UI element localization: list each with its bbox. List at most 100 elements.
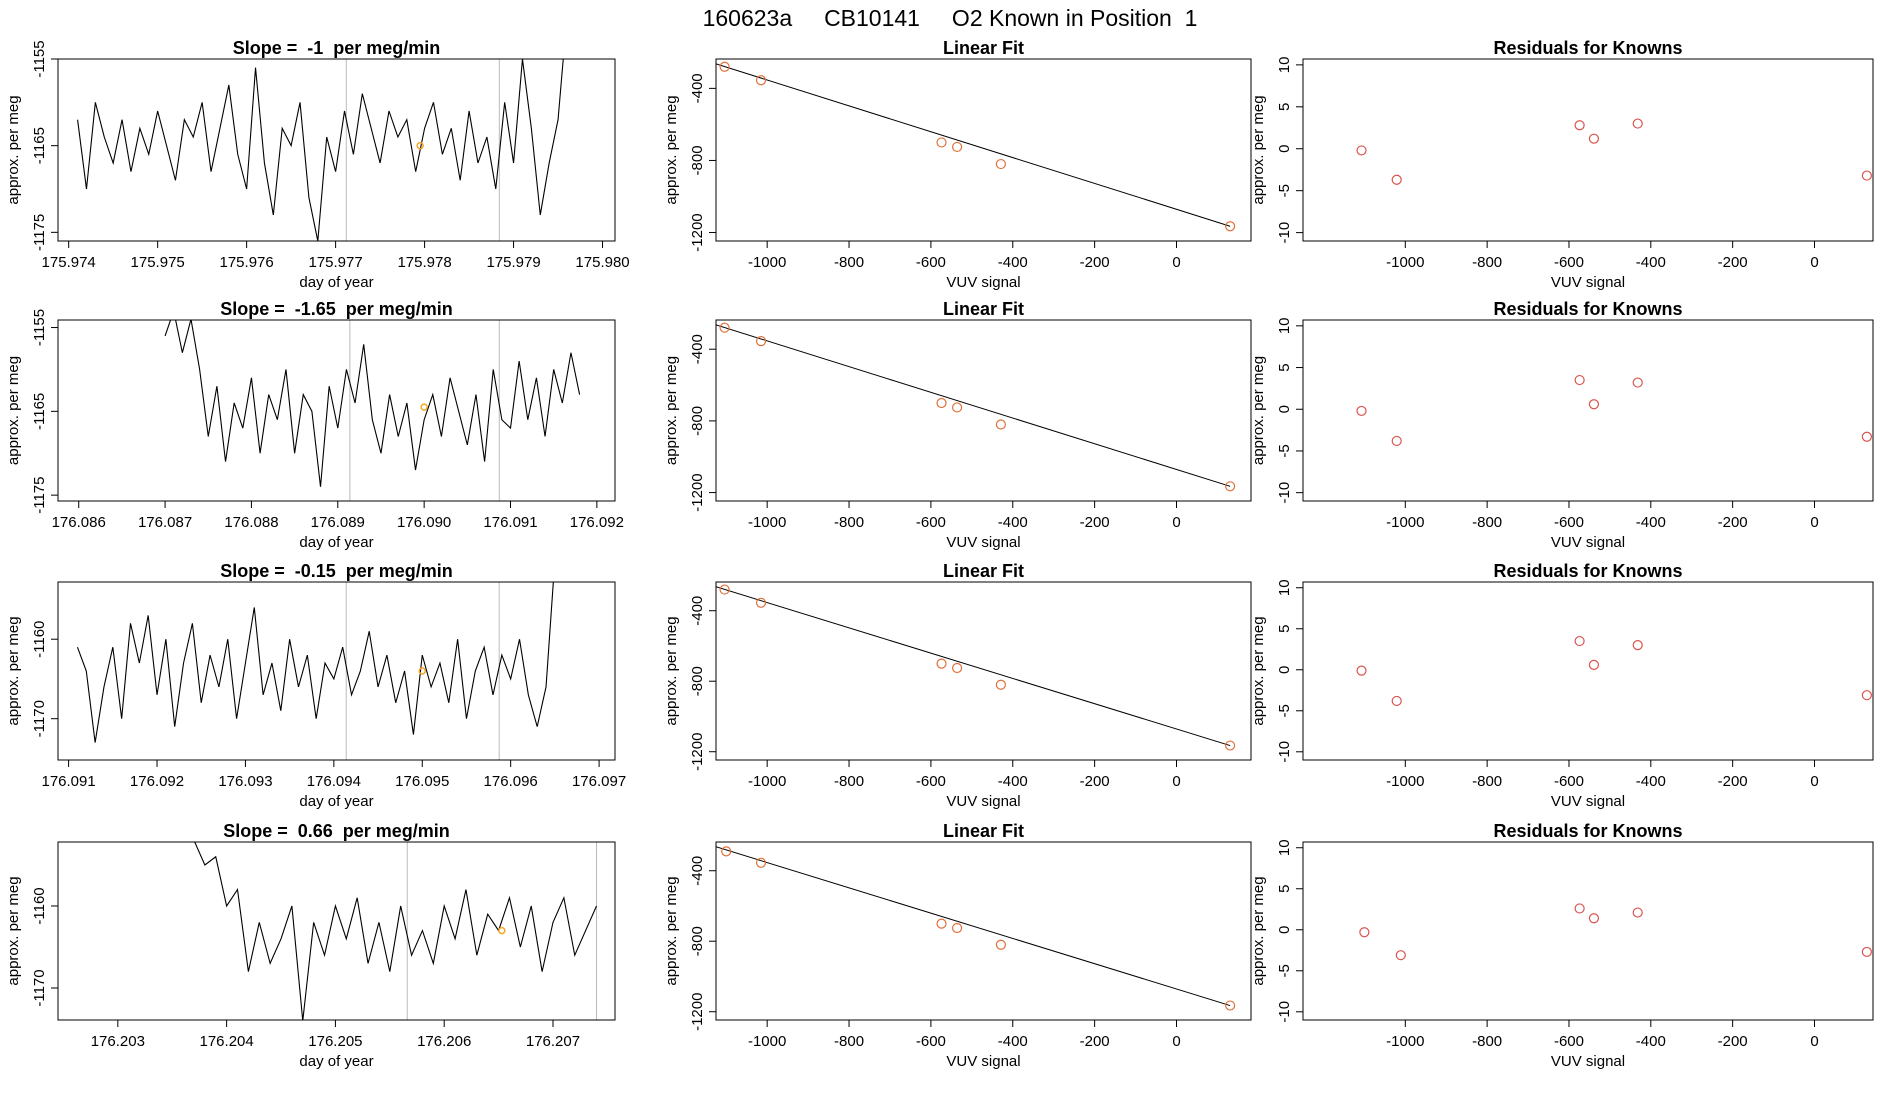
panel-title: Residuals for Knowns (1493, 299, 1682, 319)
x-tick-label: -200 (1080, 514, 1110, 531)
point (1225, 740, 1236, 751)
point (719, 61, 730, 72)
plot-frame (1302, 58, 1874, 242)
y-tick-label: -5 (1276, 704, 1293, 717)
point (936, 918, 947, 929)
plot-frame (1302, 841, 1874, 1021)
plot-frame (715, 58, 1252, 242)
point (1588, 133, 1600, 144)
x-tick-label: -400 (998, 1033, 1028, 1050)
panel-title: Linear Fit (943, 561, 1024, 581)
x-tick-label: -200 (1718, 514, 1748, 531)
y-tick-label: -1200 (689, 993, 706, 1031)
plot-area (77, 59, 564, 241)
x-tick-label: 176.087 (138, 514, 192, 531)
x-axis-label: VUV signal (946, 1053, 1020, 1070)
point (936, 397, 947, 409)
point (936, 658, 947, 669)
y-axis-label: approx. per meg (1250, 356, 1267, 465)
y-tick-label: -1155 (31, 40, 48, 77)
highlight-point (420, 403, 428, 411)
plot-frame (57, 58, 616, 242)
x-tick-label: -800 (1472, 254, 1502, 271)
point (755, 75, 767, 86)
x-tick-label: -400 (998, 254, 1028, 271)
y-tick-label: -800 (689, 406, 706, 436)
y-tick-label: -5 (1276, 444, 1293, 457)
point (995, 679, 1006, 690)
x-axis-label: day of year (299, 534, 373, 551)
x-tick-label: -1000 (1386, 514, 1424, 531)
point (1574, 903, 1585, 914)
point (995, 419, 1006, 430)
plot-frame (57, 841, 616, 1021)
y-tick-label: 0 (1276, 666, 1293, 674)
x-tick-label: -400 (998, 514, 1028, 531)
y-axis-label: approx. per meg (5, 616, 22, 725)
x-tick-label: -400 (1636, 514, 1666, 531)
x-tick-label: 0 (1172, 514, 1180, 531)
panel-title: Slope = -0.15 per meg/min (220, 561, 453, 581)
x-tick-label: -1000 (748, 514, 786, 531)
x-tick-label: -200 (1718, 254, 1748, 271)
x-tick-label: -400 (1636, 254, 1666, 271)
y-tick-label: -400 (689, 856, 706, 886)
x-tick-label: -600 (1554, 254, 1584, 271)
point (1356, 145, 1367, 156)
panel: Slope = -1.65 per meg/min 176.086 176.087 1… (5, 299, 624, 551)
x-tick-label: 0 (1172, 1033, 1180, 1050)
y-tick-label: -800 (689, 666, 706, 696)
y-tick-label: -800 (689, 145, 706, 175)
x-axis-label: VUV signal (1551, 534, 1625, 551)
plot-frame (1302, 319, 1874, 502)
x-tick-label: -1000 (748, 773, 786, 790)
point (1225, 221, 1236, 232)
panel: Slope = -1 per meg/min 175.974 175.975 175.… (5, 38, 630, 291)
y-tick-label: 0 (1276, 405, 1293, 413)
plot-frame (715, 841, 1252, 1021)
x-tick-label: 176.086 (52, 514, 106, 531)
y-tick-label: -1165 (31, 127, 48, 164)
y-tick-label: -10 (1276, 482, 1293, 504)
x-axis-label: day of year (299, 274, 373, 291)
y-tick-label: 5 (1276, 363, 1293, 371)
point (1861, 431, 1872, 442)
y-axis-label: approx. per meg (1250, 876, 1267, 985)
x-tick-label: -600 (916, 1033, 946, 1050)
point (995, 158, 1006, 170)
x-axis-label: VUV signal (1551, 1053, 1625, 1070)
x-tick-label: 175.974 (42, 254, 96, 271)
plot-area (716, 322, 1236, 492)
x-tick-label: 176.207 (526, 1033, 580, 1050)
x-tick-label: 176.092 (570, 514, 624, 531)
y-tick-label: 10 (1276, 579, 1293, 596)
panel: Residuals for Knowns-1000 -800 -600 -400 -20… (1250, 821, 1874, 1070)
y-tick-label: -1155 (31, 309, 48, 346)
point (1356, 665, 1367, 676)
y-tick-label: 0 (1276, 145, 1293, 153)
x-axis-label: VUV signal (946, 793, 1020, 810)
point (1588, 913, 1600, 924)
data-line (194, 842, 598, 1020)
x-tick-label: 175.976 (220, 254, 274, 271)
x-axis-label: day of year (299, 1053, 373, 1070)
y-tick-label: -400 (689, 73, 706, 103)
point (721, 846, 732, 857)
point (719, 584, 730, 595)
x-tick-label: 175.979 (486, 254, 540, 271)
y-axis-label: approx. per meg (5, 356, 22, 465)
point (1632, 118, 1643, 129)
highlight-point (416, 141, 424, 150)
panel: Slope = 0.66 per meg/min 176.203 176.204 17… (5, 821, 616, 1070)
x-tick-label: 176.089 (311, 514, 365, 531)
x-tick-label: -800 (1472, 514, 1502, 531)
y-tick-label: -10 (1276, 1001, 1293, 1023)
x-tick-label: -600 (916, 254, 946, 271)
y-tick-label: -1200 (689, 733, 706, 771)
y-tick-label: -400 (689, 596, 706, 626)
x-tick-label: -800 (834, 773, 864, 790)
y-tick-label: -10 (1276, 741, 1293, 763)
fit-line (716, 324, 1231, 487)
x-tick-label: 0 (1810, 254, 1818, 271)
